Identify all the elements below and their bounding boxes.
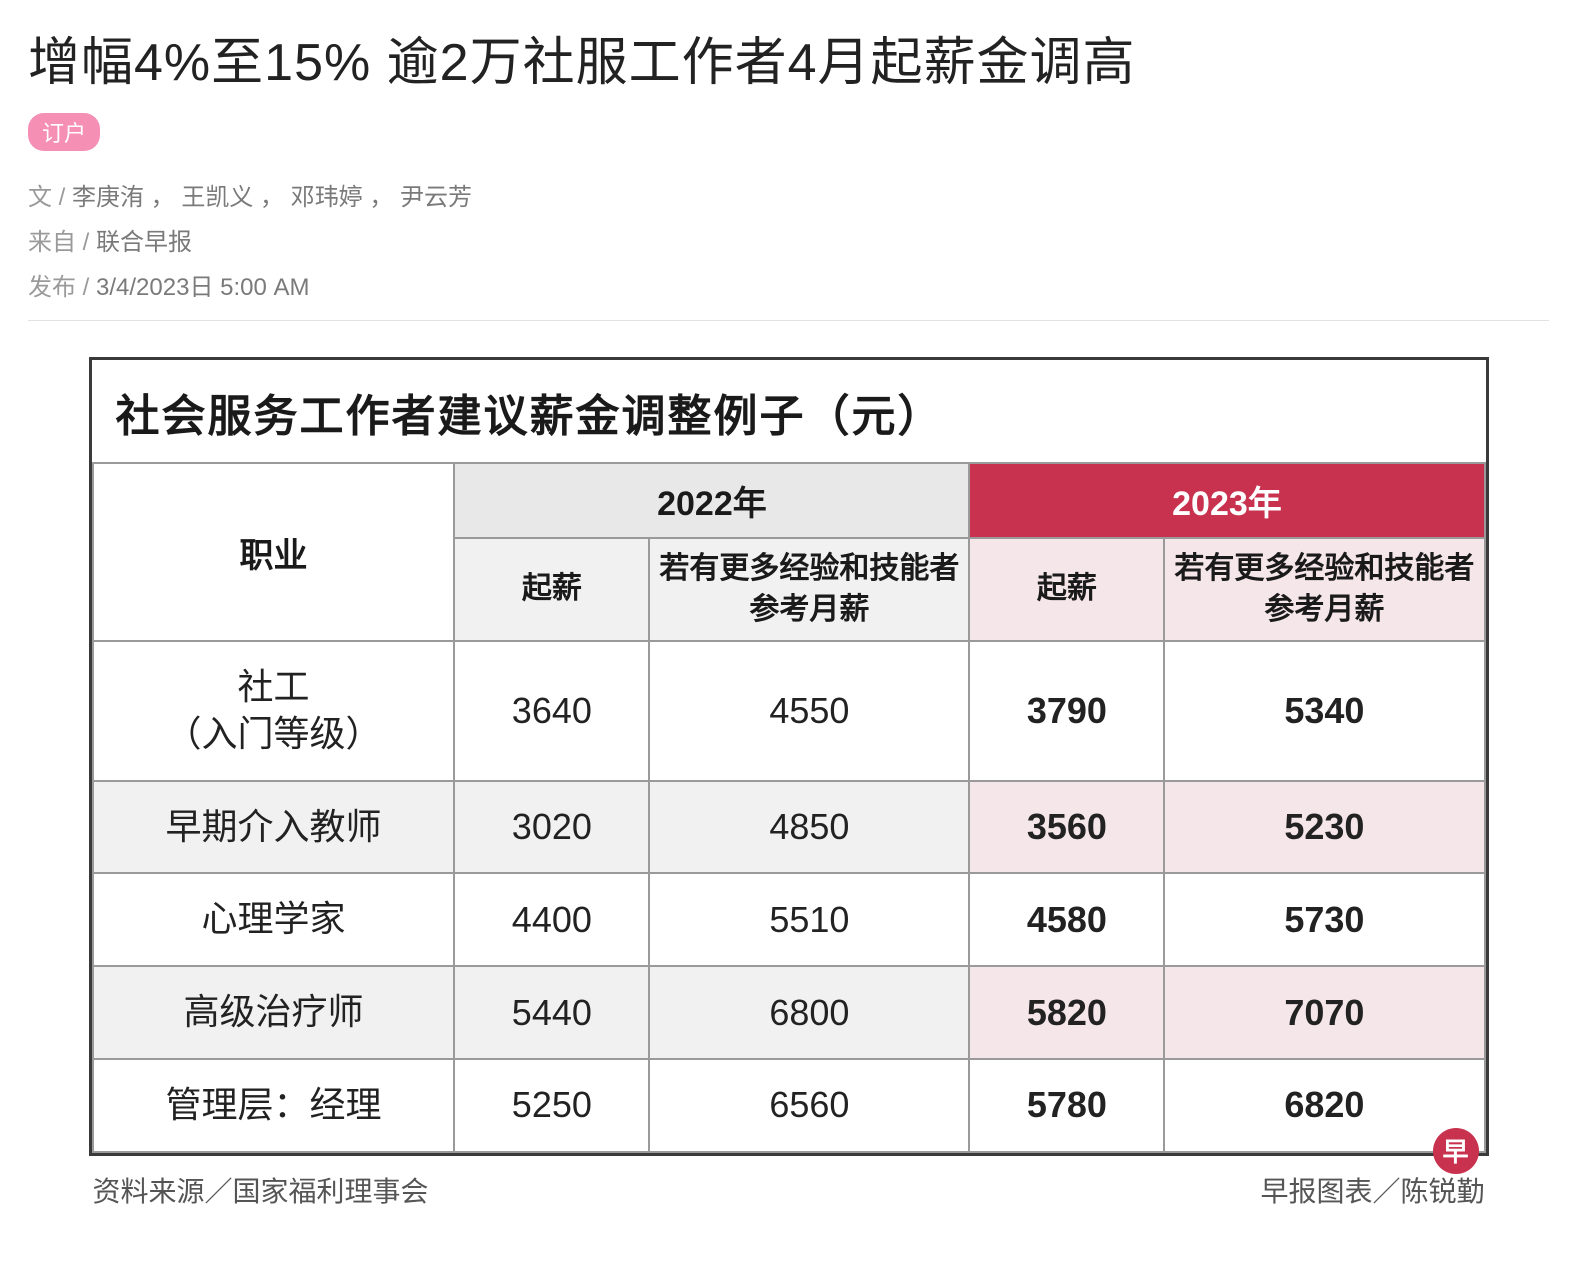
col-2023-start: 起薪 [969, 538, 1164, 641]
col-header-occupation: 职业 [93, 463, 455, 641]
salary-table-figure: 社会服务工作者建议薪金调整例子（元） 职业 2022年 2023年 起薪 若有更… [89, 357, 1489, 1210]
cell-occupation: 高级治疗师 [93, 966, 455, 1059]
cell-value: 6560 [649, 1059, 969, 1152]
divider [28, 320, 1549, 321]
col-2022-start: 起薪 [454, 538, 649, 641]
header-row-year: 职业 2022年 2023年 [93, 463, 1485, 538]
table-title: 社会服务工作者建议薪金调整例子（元） [92, 360, 1486, 462]
cell-occupation: 管理层：经理 [93, 1059, 455, 1152]
zaobao-logo-icon: 早 [1433, 1128, 1479, 1174]
cell-value: 4580 [969, 873, 1164, 966]
cell-value: 3640 [454, 641, 649, 781]
publish-label: 发布 / [28, 274, 89, 301]
publish-line: 发布 / 3/4/2023日 5:00 AM [28, 267, 1549, 302]
table-row: 社工（入门等级）3640455037905340 [93, 641, 1485, 781]
salary-table: 职业 2022年 2023年 起薪 若有更多经验和技能者参考月薪 起薪 若有更多… [92, 462, 1486, 1153]
col-header-2022: 2022年 [454, 463, 969, 538]
table-row: 管理层：经理5250656057806820 [93, 1059, 1485, 1152]
byline-authors: 李庚洧 ， 王凯义 ， 邓玮婷 ， 尹云芳 [72, 184, 472, 211]
cell-value: 3790 [969, 641, 1164, 781]
cell-value: 6800 [649, 966, 969, 1059]
table-row: 早期介入教师3020485035605230 [93, 781, 1485, 874]
table-card: 社会服务工作者建议薪金调整例子（元） 职业 2022年 2023年 起薪 若有更… [89, 357, 1489, 1156]
byline: 文 / 李庚洧 ， 王凯义 ， 邓玮婷 ， 尹云芳 [28, 177, 1549, 212]
cell-value: 3020 [454, 781, 649, 874]
cell-value: 4550 [649, 641, 969, 781]
cell-value: 4850 [649, 781, 969, 874]
byline-label: 文 / [28, 184, 65, 211]
table-credit-note: 早报图表／陈锐勤 [1260, 1170, 1484, 1210]
table-row: 心理学家4400551045805730 [93, 873, 1485, 966]
cell-value: 5820 [969, 966, 1164, 1059]
cell-occupation: 心理学家 [93, 873, 455, 966]
col-2023-exp: 若有更多经验和技能者参考月薪 [1164, 538, 1484, 641]
col-header-2023: 2023年 [969, 463, 1484, 538]
col-2022-exp: 若有更多经验和技能者参考月薪 [649, 538, 969, 641]
table-row: 高级治疗师5440680058207070 [93, 966, 1485, 1059]
publish-value: 3/4/2023日 5:00 AM [96, 274, 309, 301]
cell-occupation: 社工（入门等级） [93, 641, 455, 781]
cell-value: 5510 [649, 873, 969, 966]
cell-value: 5230 [1164, 781, 1484, 874]
table-source-note: 资料来源／国家福利理事会 [93, 1170, 429, 1210]
cell-value: 5250 [454, 1059, 649, 1152]
cell-value: 5340 [1164, 641, 1484, 781]
source-line: 来自 / 联合早报 [28, 222, 1549, 257]
table-footer: 早 资料来源／国家福利理事会 早报图表／陈锐勤 [89, 1156, 1489, 1210]
article-headline: 增幅4%至15% 逾2万社服工作者4月起薪金调高 [28, 20, 1549, 95]
cell-value: 5440 [454, 966, 649, 1059]
cell-value: 5780 [969, 1059, 1164, 1152]
source-value: 联合早报 [96, 229, 192, 256]
cell-value: 7070 [1164, 966, 1484, 1059]
cell-value: 4400 [454, 873, 649, 966]
subscriber-badge: 订户 [28, 113, 100, 151]
cell-value: 5730 [1164, 873, 1484, 966]
cell-occupation: 早期介入教师 [93, 781, 455, 874]
cell-value: 3560 [969, 781, 1164, 874]
source-label: 来自 / [28, 229, 89, 256]
